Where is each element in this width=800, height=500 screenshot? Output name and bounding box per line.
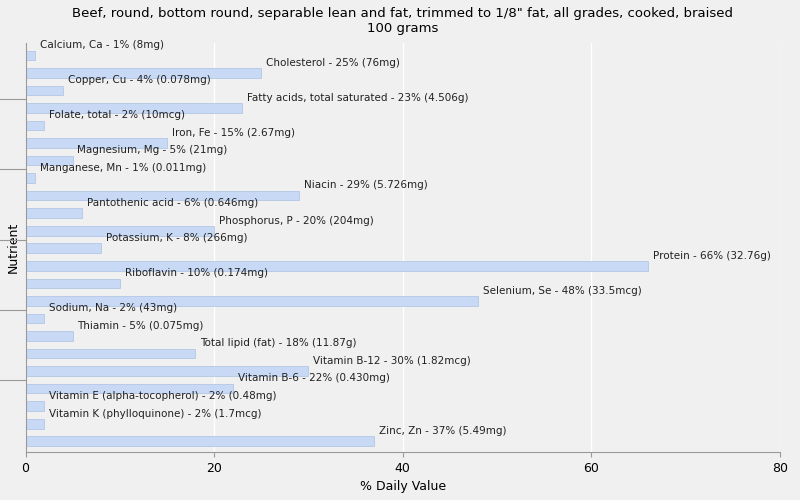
Bar [26, 278, 120, 288]
Bar [26, 156, 73, 166]
Bar [26, 331, 73, 341]
Text: Iron, Fe - 15% (2.67mg): Iron, Fe - 15% (2.67mg) [172, 128, 294, 138]
Text: Thiamin - 5% (0.075mg): Thiamin - 5% (0.075mg) [78, 321, 204, 331]
Bar [26, 191, 299, 200]
Bar [26, 208, 82, 218]
Text: Total lipid (fat) - 18% (11.87g): Total lipid (fat) - 18% (11.87g) [200, 338, 357, 348]
Text: Riboflavin - 10% (0.174mg): Riboflavin - 10% (0.174mg) [125, 268, 267, 278]
Text: Magnesium, Mg - 5% (21mg): Magnesium, Mg - 5% (21mg) [78, 146, 228, 156]
Text: Manganese, Mn - 1% (0.011mg): Manganese, Mn - 1% (0.011mg) [40, 163, 206, 173]
Bar [26, 68, 262, 78]
Text: Zinc, Zn - 37% (5.49mg): Zinc, Zn - 37% (5.49mg) [379, 426, 506, 436]
Bar [26, 314, 44, 324]
Text: Cholesterol - 25% (76mg): Cholesterol - 25% (76mg) [266, 58, 400, 68]
Text: Protein - 66% (32.76g): Protein - 66% (32.76g) [653, 250, 770, 260]
Text: Sodium, Na - 2% (43mg): Sodium, Na - 2% (43mg) [49, 304, 177, 314]
Text: Calcium, Ca - 1% (8mg): Calcium, Ca - 1% (8mg) [40, 40, 164, 50]
X-axis label: % Daily Value: % Daily Value [359, 480, 446, 493]
Bar [26, 419, 44, 428]
Bar [26, 348, 195, 358]
Text: Pantothenic acid - 6% (0.646mg): Pantothenic acid - 6% (0.646mg) [86, 198, 258, 208]
Text: Fatty acids, total saturated - 23% (4.506g): Fatty acids, total saturated - 23% (4.50… [247, 93, 469, 103]
Text: Vitamin B-12 - 30% (1.82mcg): Vitamin B-12 - 30% (1.82mcg) [313, 356, 471, 366]
Bar [26, 120, 44, 130]
Text: Selenium, Se - 48% (33.5mcg): Selenium, Se - 48% (33.5mcg) [482, 286, 642, 296]
Bar [26, 384, 233, 394]
Y-axis label: Nutrient: Nutrient [7, 222, 20, 273]
Bar [26, 296, 478, 306]
Bar [26, 86, 63, 95]
Bar [26, 174, 35, 183]
Bar [26, 244, 101, 253]
Text: Potassium, K - 8% (266mg): Potassium, K - 8% (266mg) [106, 233, 247, 243]
Text: Vitamin E (alpha-tocopherol) - 2% (0.48mg): Vitamin E (alpha-tocopherol) - 2% (0.48m… [49, 391, 277, 401]
Bar [26, 366, 308, 376]
Bar [26, 103, 242, 113]
Text: Niacin - 29% (5.726mg): Niacin - 29% (5.726mg) [304, 180, 427, 190]
Bar [26, 436, 374, 446]
Bar [26, 50, 35, 60]
Text: Phosphorus, P - 20% (204mg): Phosphorus, P - 20% (204mg) [218, 216, 374, 226]
Bar [26, 226, 214, 235]
Text: Vitamin K (phylloquinone) - 2% (1.7mcg): Vitamin K (phylloquinone) - 2% (1.7mcg) [49, 408, 262, 418]
Bar [26, 261, 648, 270]
Text: Vitamin B-6 - 22% (0.430mg): Vitamin B-6 - 22% (0.430mg) [238, 374, 390, 384]
Bar [26, 402, 44, 411]
Text: Folate, total - 2% (10mcg): Folate, total - 2% (10mcg) [49, 110, 185, 120]
Bar [26, 138, 167, 148]
Title: Beef, round, bottom round, separable lean and fat, trimmed to 1/8" fat, all grad: Beef, round, bottom round, separable lea… [72, 7, 733, 35]
Text: Copper, Cu - 4% (0.078mg): Copper, Cu - 4% (0.078mg) [68, 75, 210, 85]
